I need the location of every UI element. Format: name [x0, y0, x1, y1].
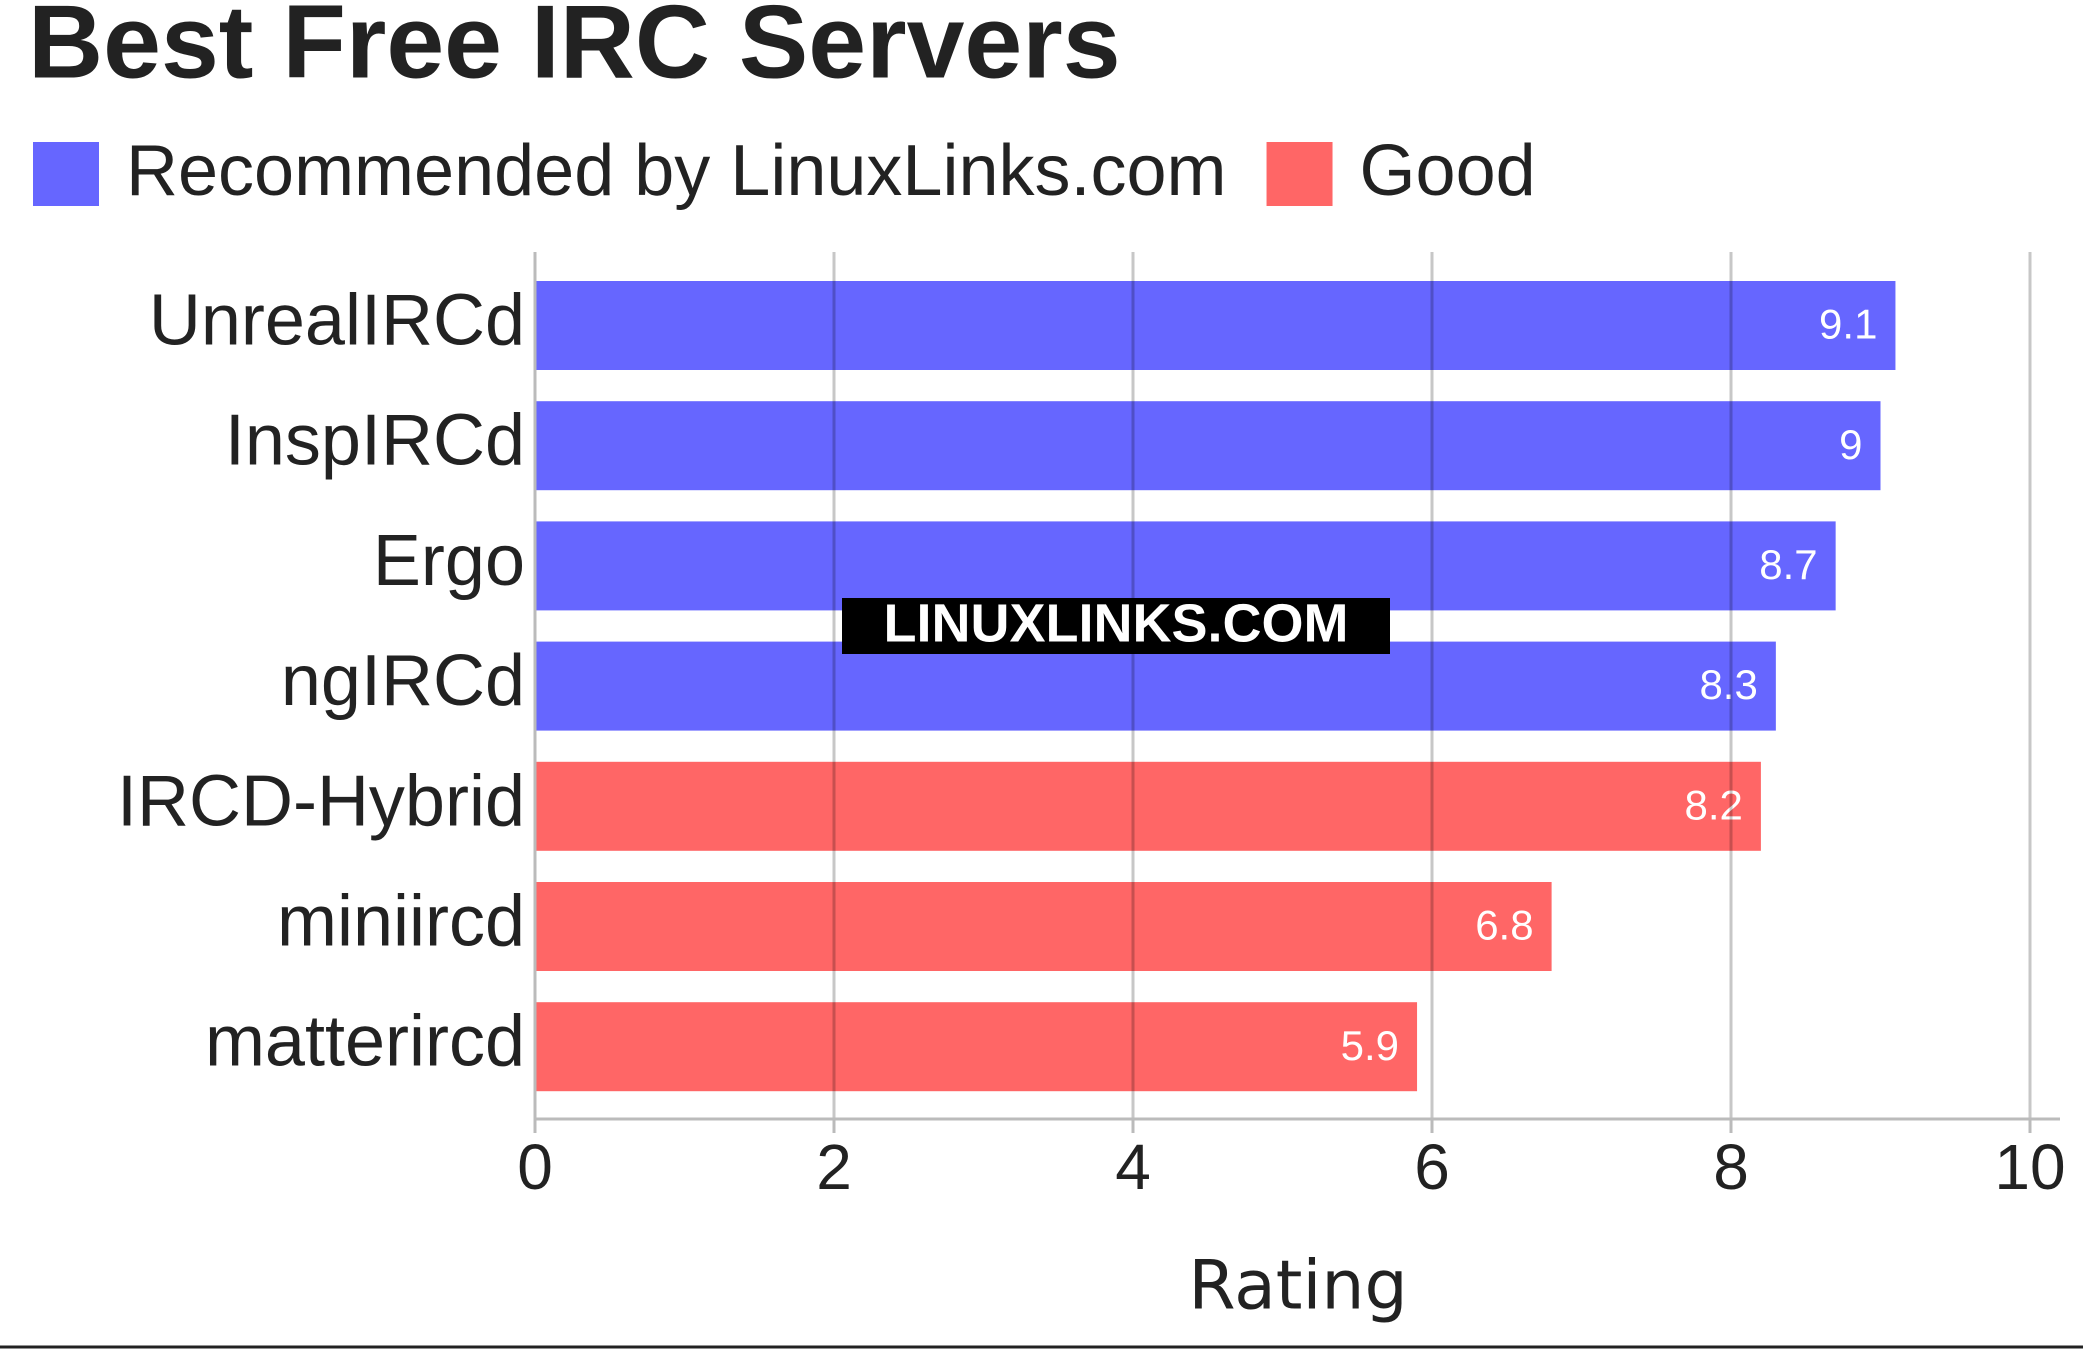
value-label: 9	[1839, 421, 1862, 468]
watermark-box	[842, 598, 1390, 654]
watermark: LINUXLINKS.COM	[884, 593, 1349, 653]
value-label: 5.9	[1341, 1022, 1399, 1069]
value-label: 6.8	[1475, 902, 1533, 949]
legend-swatch	[1266, 142, 1333, 206]
y-tick-label: UnrealIRCd	[149, 281, 525, 361]
legend-label: Good	[1360, 131, 1536, 211]
bar	[535, 281, 1896, 370]
x-tick-label: 4	[1115, 1131, 1151, 1203]
value-label: 8.3	[1699, 661, 1757, 708]
y-tick-label: ngIRCd	[281, 641, 525, 721]
bar	[535, 401, 1881, 491]
bar	[535, 882, 1552, 971]
value-label: 9.1	[1819, 301, 1877, 348]
bar	[535, 521, 1836, 611]
x-tick-label: 10	[1994, 1131, 2065, 1203]
chart-title: Best Free IRC Servers	[28, 0, 1121, 100]
x-tick-label: 8	[1713, 1131, 1749, 1203]
x-axis-label: Rating	[1188, 1247, 1407, 1326]
y-tick-label: IRCD-Hybrid	[117, 761, 525, 841]
x-tick-label: 2	[816, 1131, 852, 1203]
bar	[535, 641, 1776, 731]
plot-area: UnrealIRCd InspIRCd Ergo ngIRCd IRCD-Hybrid m…	[117, 252, 2066, 1203]
value-label: 8.7	[1759, 541, 1817, 588]
legend: Recommended by LinuxLinks.com Good	[33, 131, 1536, 211]
legend-label: Recommended by LinuxLinks.com	[126, 131, 1227, 211]
x-tick-label: 0	[517, 1131, 553, 1203]
y-tick-label: Ergo	[373, 521, 525, 601]
value-label: 8.2	[1685, 781, 1743, 828]
y-tick-label: matterircd	[205, 1002, 525, 1082]
y-tick-label: miniircd	[277, 882, 525, 962]
legend-swatch	[33, 142, 99, 206]
bar	[535, 761, 1761, 851]
y-tick-label: InspIRCd	[225, 401, 525, 481]
x-tick-label: 6	[1414, 1131, 1450, 1203]
bar	[535, 1002, 1418, 1092]
